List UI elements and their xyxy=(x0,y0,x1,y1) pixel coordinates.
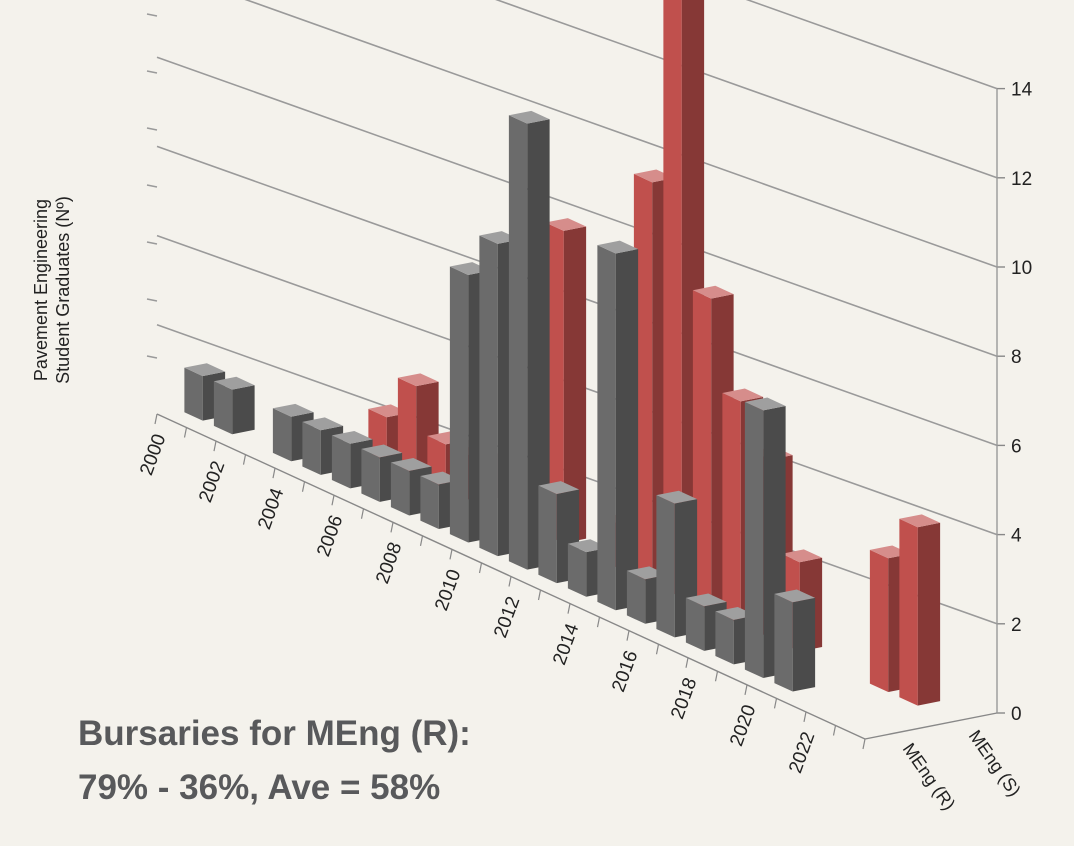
x-tick-mark-21 xyxy=(773,698,778,709)
bar-mengs-2022 xyxy=(899,514,941,706)
bar-mengr-2014 xyxy=(597,240,639,611)
x-tick-mark-12 xyxy=(508,576,512,587)
x-tick-mark-20 xyxy=(744,684,748,695)
x-tick-mark-3 xyxy=(242,454,247,465)
x-tick-mark-19 xyxy=(714,671,719,682)
x-tick-label-2016: 2016 xyxy=(608,648,642,695)
x-tick-mark-16 xyxy=(626,630,630,641)
x-tick-label-2006: 2006 xyxy=(313,513,347,560)
x-tick-mark-22 xyxy=(803,711,807,723)
x-tick-mark-6 xyxy=(331,495,335,506)
caption-line-2: 79% - 36%, Ave = 58% xyxy=(78,768,441,807)
bar-mengr-2011 xyxy=(508,110,550,570)
x-tick-label-2022: 2022 xyxy=(785,729,819,776)
series-label-0: MEng (R) xyxy=(899,739,960,814)
bars xyxy=(184,0,941,706)
y-tick-label-10: 10 xyxy=(1011,258,1032,279)
x-tick-label-2018: 2018 xyxy=(667,675,701,722)
grid-stub-6 xyxy=(146,13,158,17)
gridline-8 xyxy=(156,56,998,357)
grid-stub-0 xyxy=(146,355,158,359)
bursaries-caption: Bursaries for MEng (R): 79% - 36%, Ave =… xyxy=(78,707,471,815)
x-tick-mark-0 xyxy=(154,413,158,425)
y-tick-label-8: 8 xyxy=(1011,347,1022,368)
x-tick-mark-24 xyxy=(862,738,866,750)
series-axis-line xyxy=(864,712,998,740)
grid-stub-4 xyxy=(146,127,158,131)
x-tick-label-2012: 2012 xyxy=(490,594,524,641)
grid-stub-1 xyxy=(146,298,158,302)
x-tick-mark-4 xyxy=(272,468,276,479)
x-tick-mark-11 xyxy=(478,562,483,574)
x-tick-mark-2 xyxy=(213,440,217,452)
y-tick-label-14: 14 xyxy=(1011,80,1033,101)
x-tick-label-2008: 2008 xyxy=(372,540,406,587)
x-tick-label-2020: 2020 xyxy=(726,702,760,749)
y-tick-label-6: 6 xyxy=(1011,436,1022,457)
bar-mengs-2010 xyxy=(545,218,587,544)
x-tick-mark-5 xyxy=(301,481,306,492)
x-tick-label-2004: 2004 xyxy=(254,485,288,532)
x-tick-label-2010: 2010 xyxy=(431,567,465,614)
y-tick-label-0: 0 xyxy=(1011,704,1022,725)
y-tick-label-2: 2 xyxy=(1011,615,1022,636)
x-tick-mark-14 xyxy=(567,603,571,614)
x-tick-mark-7 xyxy=(360,508,365,519)
bar-mengr-2020 xyxy=(774,589,816,692)
bar-mengr-2001 xyxy=(213,376,255,435)
x-tick-mark-10 xyxy=(449,549,453,560)
x-tick-mark-23 xyxy=(832,725,837,736)
caption-line-1: Bursaries for MEng (R): xyxy=(78,714,471,753)
y-tick-label-4: 4 xyxy=(1011,526,1022,547)
y-tick-label-12: 12 xyxy=(1011,169,1032,190)
x-tick-mark-15 xyxy=(596,617,601,628)
x-tick-label-2002: 2002 xyxy=(195,458,229,505)
grid-stub-2 xyxy=(146,241,158,245)
x-tick-mark-1 xyxy=(183,427,188,438)
x-tick-mark-8 xyxy=(390,522,394,533)
x-tick-mark-17 xyxy=(655,644,660,655)
gridline-14 xyxy=(745,0,998,90)
grid-stub-3 xyxy=(146,184,158,188)
x-tick-mark-18 xyxy=(685,657,689,668)
series-0 xyxy=(184,110,816,692)
x-tick-label-2014: 2014 xyxy=(549,620,583,667)
gridline-10 xyxy=(244,0,998,268)
x-tick-mark-9 xyxy=(419,535,424,546)
x-tick-label-2000: 2000 xyxy=(136,431,170,478)
grid-stub-5 xyxy=(146,70,158,74)
gridline-12 xyxy=(495,0,998,179)
series-label-1: MEng (S) xyxy=(965,726,1025,800)
x-tick-mark-13 xyxy=(537,589,542,601)
